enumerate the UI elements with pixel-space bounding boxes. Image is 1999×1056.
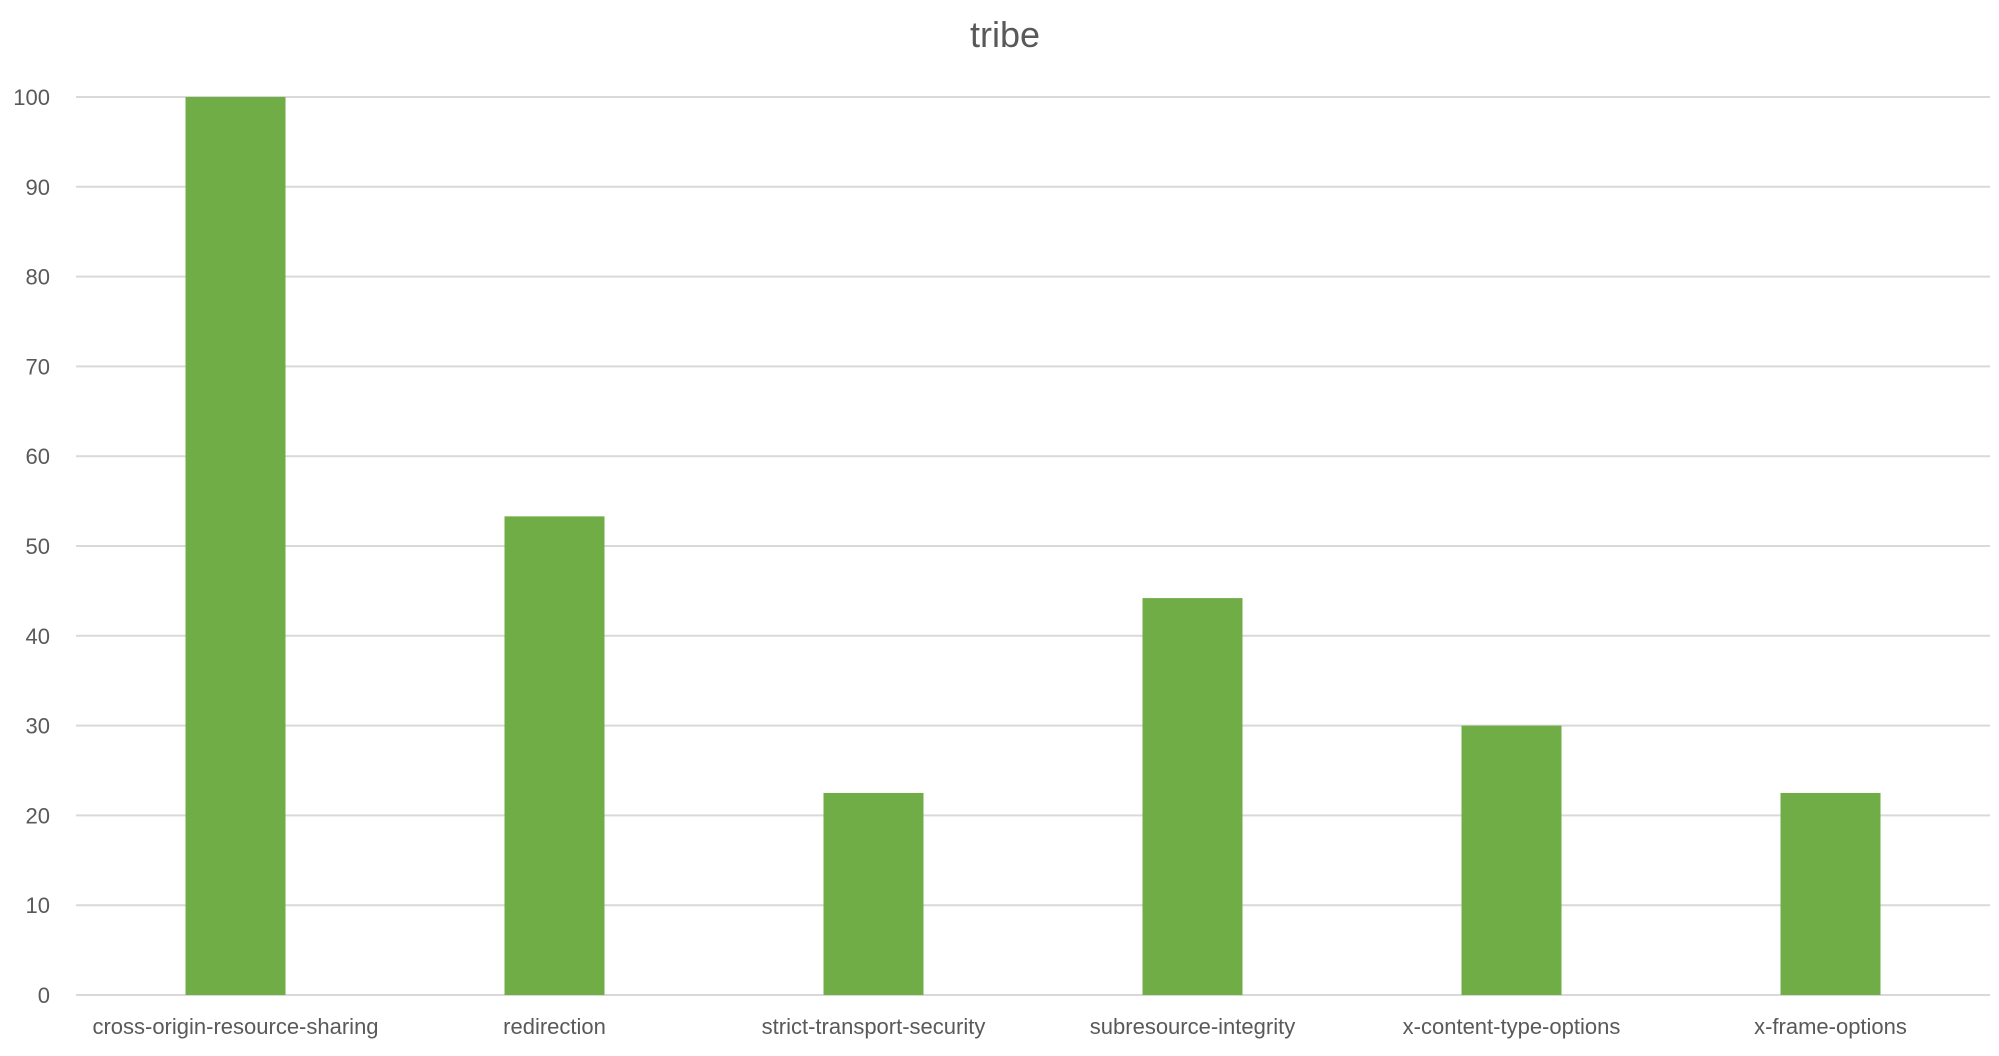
y-tick-label-100: 100: [13, 85, 50, 110]
bar-redirection: [504, 516, 605, 995]
y-tick-label-60: 60: [26, 444, 50, 469]
y-tick-label-80: 80: [26, 265, 50, 290]
y-tick-label-40: 40: [26, 624, 50, 649]
bar-x-content-type-options: [1461, 725, 1562, 995]
x-category-label-cross-origin-resource-sharing: cross-origin-resource-sharing: [92, 1014, 378, 1039]
bar-cross-origin-resource-sharing: [185, 97, 286, 995]
bars: [185, 97, 1881, 995]
y-tick-label-90: 90: [26, 175, 50, 200]
x-axis-category-labels: cross-origin-resource-sharing redirection…: [92, 1014, 1906, 1039]
y-tick-label-10: 10: [26, 893, 50, 918]
y-tick-label-50: 50: [26, 534, 50, 559]
x-category-label-subresource-integrity: subresource-integrity: [1090, 1014, 1295, 1039]
gridlines: [76, 96, 1990, 996]
x-category-label-redirection: redirection: [503, 1014, 606, 1039]
x-category-label-x-frame-options: x-frame-options: [1754, 1014, 1907, 1039]
y-axis-tick-labels: 0 10 20 30 40 50 60 70 80 90 100: [13, 85, 50, 1008]
y-tick-label-20: 20: [26, 803, 50, 828]
y-tick-label-30: 30: [26, 714, 50, 739]
x-category-label-x-content-type-options: x-content-type-options: [1403, 1014, 1621, 1039]
x-category-label-strict-transport-security: strict-transport-security: [762, 1014, 986, 1039]
y-tick-label-70: 70: [26, 354, 50, 379]
y-tick-label-0: 0: [38, 983, 50, 1008]
bar-x-frame-options: [1780, 792, 1881, 995]
bar-strict-transport-security: [823, 792, 924, 995]
chart-title: tribe: [970, 14, 1040, 55]
bar-subresource-integrity: [1142, 598, 1243, 995]
